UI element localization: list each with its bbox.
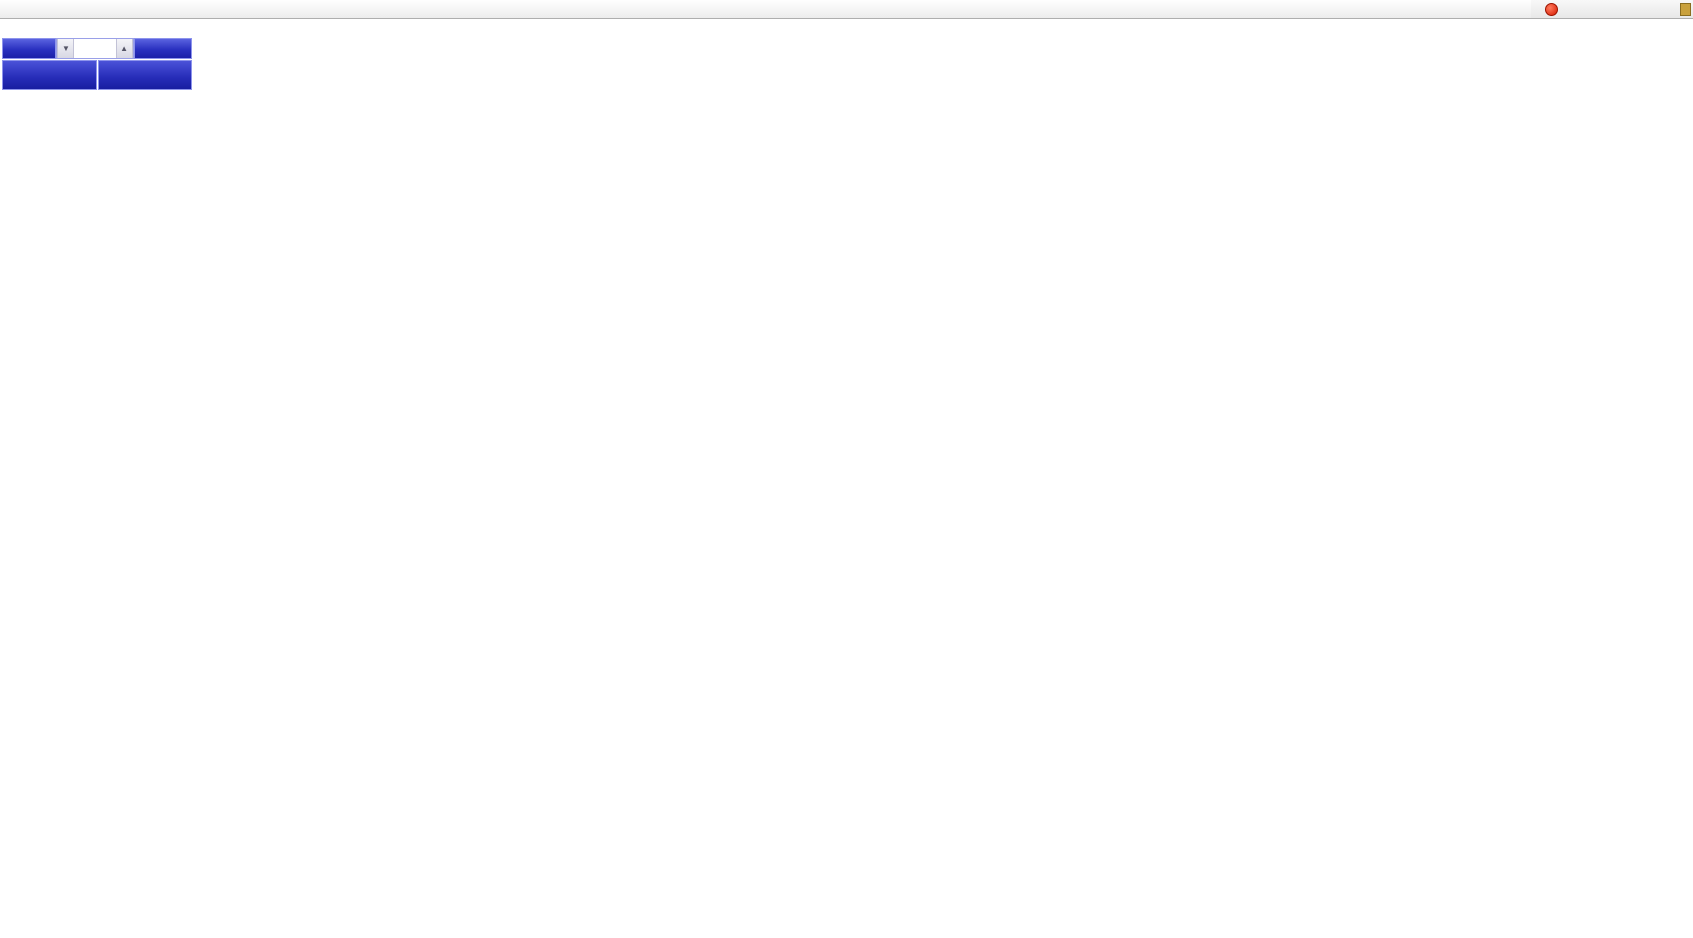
corner-icon[interactable]: [1680, 3, 1691, 16]
buy-button[interactable]: [133, 38, 193, 59]
volume-stepper[interactable]: ▼ ▲: [56, 38, 134, 59]
connection-status-icon[interactable]: [1545, 3, 1558, 16]
volume-value[interactable]: [74, 39, 115, 58]
one-click-trading-panel: ▼ ▲: [2, 38, 193, 90]
sell-price[interactable]: [2, 60, 97, 90]
toolbar-right-area: [1531, 0, 1693, 19]
volume-up-icon[interactable]: ▲: [115, 39, 133, 58]
buy-price[interactable]: [97, 60, 192, 90]
sell-button[interactable]: [2, 38, 57, 59]
main-toolbar: [0, 0, 1531, 19]
volume-down-icon[interactable]: ▼: [57, 39, 75, 58]
